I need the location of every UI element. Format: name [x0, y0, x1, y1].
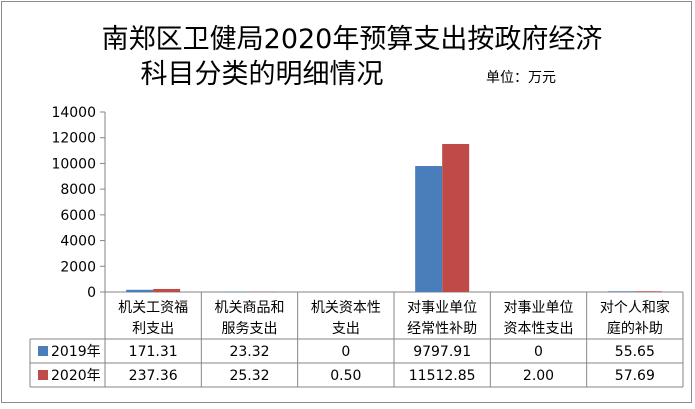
- data-label-2020年-4: 2.00: [523, 368, 554, 384]
- data-label-2019年-4: 0: [534, 344, 543, 360]
- data-label-2020年-5: 57.69: [615, 368, 655, 384]
- chart-title-line2: 科目分类的明细情况: [141, 59, 384, 90]
- category-label: 机关工资福: [118, 300, 188, 316]
- y-tick-label: 14000: [51, 105, 96, 121]
- data-label-2019年-3: 9797.91: [413, 344, 471, 360]
- data-label-2019年-0: 171.31: [129, 344, 178, 360]
- category-label: 庭的补助: [607, 320, 663, 337]
- data-label-2019年-1: 23.32: [229, 344, 269, 360]
- category-label: 服务支出: [222, 321, 278, 337]
- category-label: 利支出: [132, 321, 174, 337]
- data-label-2019年-5: 55.65: [615, 344, 655, 360]
- chart-title-line1: 南郑区卫健局2020年预算支出按政府经济: [102, 24, 603, 55]
- y-tick-label: 2000: [60, 259, 96, 275]
- category-label: 机关商品和: [215, 300, 285, 316]
- category-label: 对个人和家: [600, 299, 670, 316]
- y-tick-label: 0: [87, 285, 96, 301]
- y-tick-label: 6000: [60, 208, 96, 224]
- y-tick-label: 8000: [60, 182, 96, 198]
- unit-note: 单位：万元: [486, 70, 556, 86]
- y-tick-label: 12000: [51, 131, 96, 147]
- y-tick-label: 10000: [51, 156, 96, 172]
- data-label-2020年-1: 25.32: [229, 368, 269, 384]
- category-label: 对事业单位: [504, 300, 574, 316]
- category-label: 机关资本性: [311, 300, 381, 316]
- bar-2019年-3: [415, 166, 442, 292]
- category-label: 经常性补助: [407, 321, 477, 337]
- y-tick-label: 4000: [60, 234, 96, 250]
- data-label-2020年-2: 0.50: [330, 368, 361, 384]
- bar-2019年-5: [608, 291, 635, 292]
- bar-2020年-0: [153, 289, 180, 292]
- legend-swatch-2020年: [38, 370, 48, 380]
- legend-label-2020年: 2020年: [51, 368, 101, 384]
- data-label-2020年-3: 11512.85: [409, 368, 476, 384]
- category-label: 对事业单位: [407, 300, 477, 316]
- bar-2019年-0: [126, 290, 153, 292]
- category-label: 资本性支出: [504, 321, 574, 337]
- legend-label-2019年: 2019年: [51, 344, 101, 360]
- bar-2020年-3: [442, 144, 469, 292]
- legend-swatch-2019年: [38, 346, 48, 356]
- data-label-2020年-0: 237.36: [129, 368, 178, 384]
- category-label: 支出: [332, 321, 360, 337]
- bar-2020年-5: [635, 291, 662, 292]
- data-label-2019年-2: 0: [341, 344, 350, 360]
